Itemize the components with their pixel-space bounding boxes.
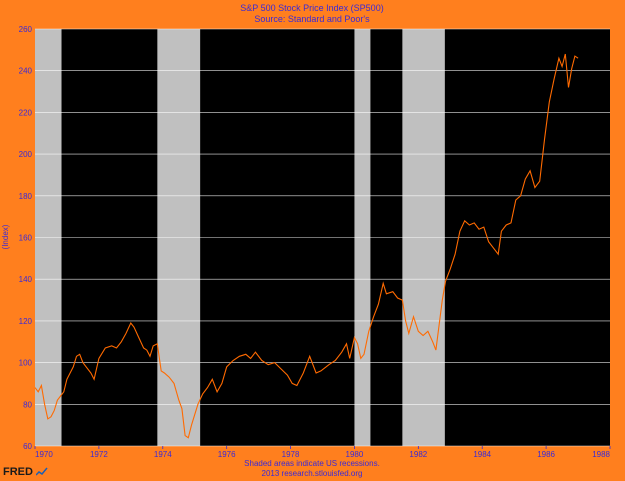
- y-tick-label: 200: [19, 150, 33, 159]
- chart-subtitle: Source: Standard and Poor's: [254, 14, 370, 24]
- y-tick-label: 120: [19, 317, 33, 326]
- y-tick-label: 100: [19, 359, 33, 368]
- x-axis: 1970 1972 1974 1976 1978 1980 1982 1984 1986 1988: [34, 446, 611, 459]
- y-tick-label: 80: [23, 400, 32, 409]
- x-tick-label: 1974: [154, 450, 172, 459]
- y-tick-label: 140: [19, 275, 33, 284]
- source-note: 2013 research.stlouisfed.org: [262, 469, 363, 478]
- fred-logo: FRED: [3, 466, 48, 478]
- x-tick-label: 1978: [282, 450, 300, 459]
- y-tick-label: 60: [23, 442, 32, 451]
- x-tick-label: 1976: [218, 450, 236, 459]
- y-tick-label: 220: [19, 108, 33, 117]
- y-axis: 60 80 100 120 140 160 180 200 220 240 260: [19, 25, 33, 451]
- x-tick-label: 1984: [473, 450, 491, 459]
- y-tick-label: 180: [19, 192, 33, 201]
- recession-note: Shaded areas indicate US recessions.: [244, 459, 380, 468]
- x-tick-label: 1988: [592, 450, 610, 459]
- fred-line-icon: [35, 467, 48, 476]
- y-tick-label: 240: [19, 67, 33, 76]
- x-tick-label: 1986: [537, 450, 555, 459]
- x-tick-label: 1980: [346, 450, 364, 459]
- y-axis-label: (Index): [1, 224, 10, 249]
- y-tick-label: 160: [19, 234, 33, 243]
- y-tick-label: 260: [19, 25, 33, 34]
- chart-title: S&P 500 Stock Price Index (SP500): [240, 3, 383, 13]
- x-tick-label: 1972: [90, 450, 108, 459]
- x-tick-label: 1982: [409, 450, 427, 459]
- x-tick-label: 1970: [35, 450, 53, 459]
- series-line: [34, 53, 579, 439]
- gridlines: [35, 28, 610, 447]
- fred-logo-text: FRED: [3, 466, 33, 478]
